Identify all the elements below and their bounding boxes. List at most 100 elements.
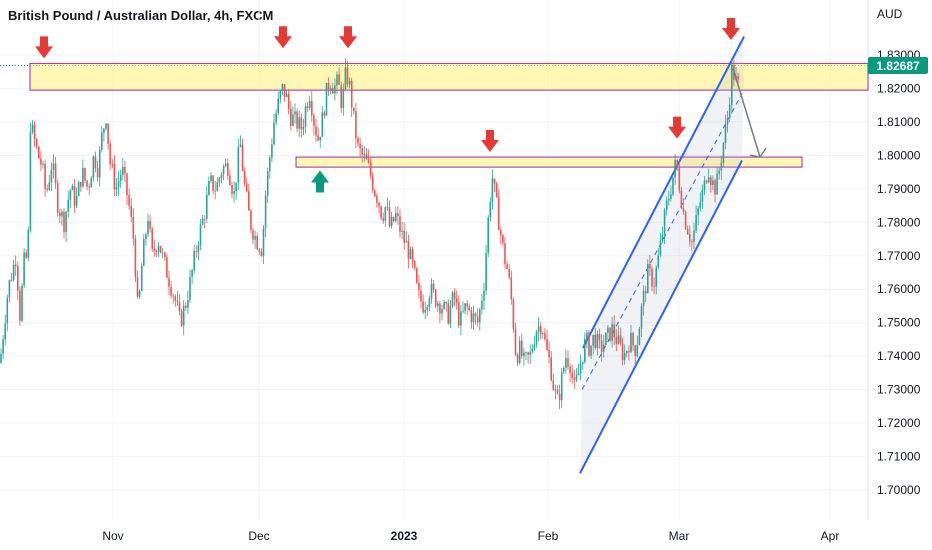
x-axis: Nov Dec 2023 Feb Mar Apr: [102, 529, 839, 543]
candle-body: [27, 230, 30, 258]
candle-body: [724, 124, 727, 143]
candle-body: [147, 220, 149, 235]
candle-body: [443, 301, 445, 309]
candle-body: [659, 240, 662, 256]
candle-body: [308, 101, 311, 109]
candle-body: [334, 85, 336, 94]
candle-body: [269, 157, 271, 172]
y-tick-label: 1.73000: [877, 383, 921, 397]
candle-body: [40, 158, 42, 165]
candle-body: [325, 83, 328, 116]
candle-body: [665, 200, 668, 211]
candle-body: [348, 80, 351, 85]
candle-body: [722, 142, 725, 163]
candle-body: [254, 235, 256, 240]
y-tick-label: 1.81000: [877, 115, 921, 129]
candle-body: [474, 313, 477, 317]
candle-body: [705, 180, 708, 183]
candle-body: [588, 332, 590, 356]
candle-body: [619, 335, 622, 344]
candle-body: [174, 296, 177, 301]
candle-body: [581, 361, 584, 364]
candle-body: [495, 183, 498, 197]
candle-body: [216, 182, 219, 192]
candle-body: [346, 67, 349, 85]
candle-body: [73, 186, 76, 206]
x-tick-label: Nov: [102, 529, 123, 543]
candle-body: [355, 111, 357, 139]
candle-body: [306, 106, 309, 109]
candle-body: [663, 210, 666, 235]
candle-body: [737, 76, 739, 80]
candle-body: [699, 201, 702, 209]
down-arrow-marker: [339, 26, 357, 49]
candle-body: [388, 206, 391, 227]
candle-body: [176, 300, 179, 302]
candle-body: [279, 90, 282, 99]
candle-body: [180, 311, 183, 326]
candle-body: [647, 263, 649, 294]
candle-body: [69, 190, 72, 200]
candle-body: [418, 282, 420, 291]
candle-body: [271, 144, 273, 158]
candle-body: [281, 83, 284, 91]
candle-body: [153, 248, 156, 252]
candle-body: [401, 230, 403, 232]
candle-body: [361, 148, 363, 155]
candle-body: [405, 241, 408, 243]
candle-body: [413, 261, 416, 269]
candle-body: [491, 178, 494, 202]
candle-body: [617, 335, 620, 344]
candle-body: [716, 173, 718, 195]
down-arrow-marker: [722, 17, 740, 40]
candle-body: [23, 252, 25, 286]
candle-body: [676, 160, 678, 169]
candle-body: [556, 389, 559, 394]
candle-body: [416, 268, 418, 283]
x-tick-label: 2023: [391, 529, 418, 543]
y-tick-label: 1.75000: [877, 316, 921, 330]
candle-body: [124, 167, 126, 174]
candle-body: [602, 344, 605, 352]
candle-body: [523, 352, 525, 356]
candle-body: [565, 358, 567, 369]
last-price-tag: 1.82687: [868, 57, 928, 74]
candle-body: [594, 334, 597, 349]
candle-body: [731, 64, 733, 106]
candle-body: [212, 175, 214, 191]
x-tick-label: Feb: [538, 529, 559, 543]
candle-body: [371, 175, 374, 191]
candle-body: [138, 291, 141, 297]
candle-body: [537, 326, 540, 332]
candle-body: [29, 132, 32, 231]
candle-body: [592, 334, 594, 346]
down-arrow-marker: [481, 130, 499, 153]
candle-body: [155, 251, 158, 252]
candle-body: [119, 174, 122, 181]
x-tick-label: Apr: [821, 529, 840, 543]
down-arrow-marker: [274, 26, 292, 49]
candle-body: [245, 183, 248, 192]
candle-body: [600, 340, 603, 352]
candle-body: [542, 333, 544, 335]
candle-body: [395, 213, 397, 222]
candle-body: [136, 277, 139, 297]
candle-body: [227, 163, 229, 176]
candle-body: [613, 324, 615, 338]
candle-body: [611, 324, 613, 341]
candle-body: [25, 252, 27, 258]
candle-body: [653, 286, 655, 288]
candle-body: [390, 217, 393, 227]
candle-body: [466, 303, 468, 307]
candle-body: [493, 178, 496, 184]
candle-body: [399, 216, 401, 232]
candle-body: [369, 162, 372, 176]
candle-body: [206, 194, 208, 219]
candle-body: [376, 196, 378, 203]
candle-body: [661, 234, 664, 241]
projection-arrowhead: [749, 147, 767, 158]
candle-body: [544, 333, 546, 339]
candle-body: [193, 250, 195, 271]
candle-body: [508, 268, 510, 278]
